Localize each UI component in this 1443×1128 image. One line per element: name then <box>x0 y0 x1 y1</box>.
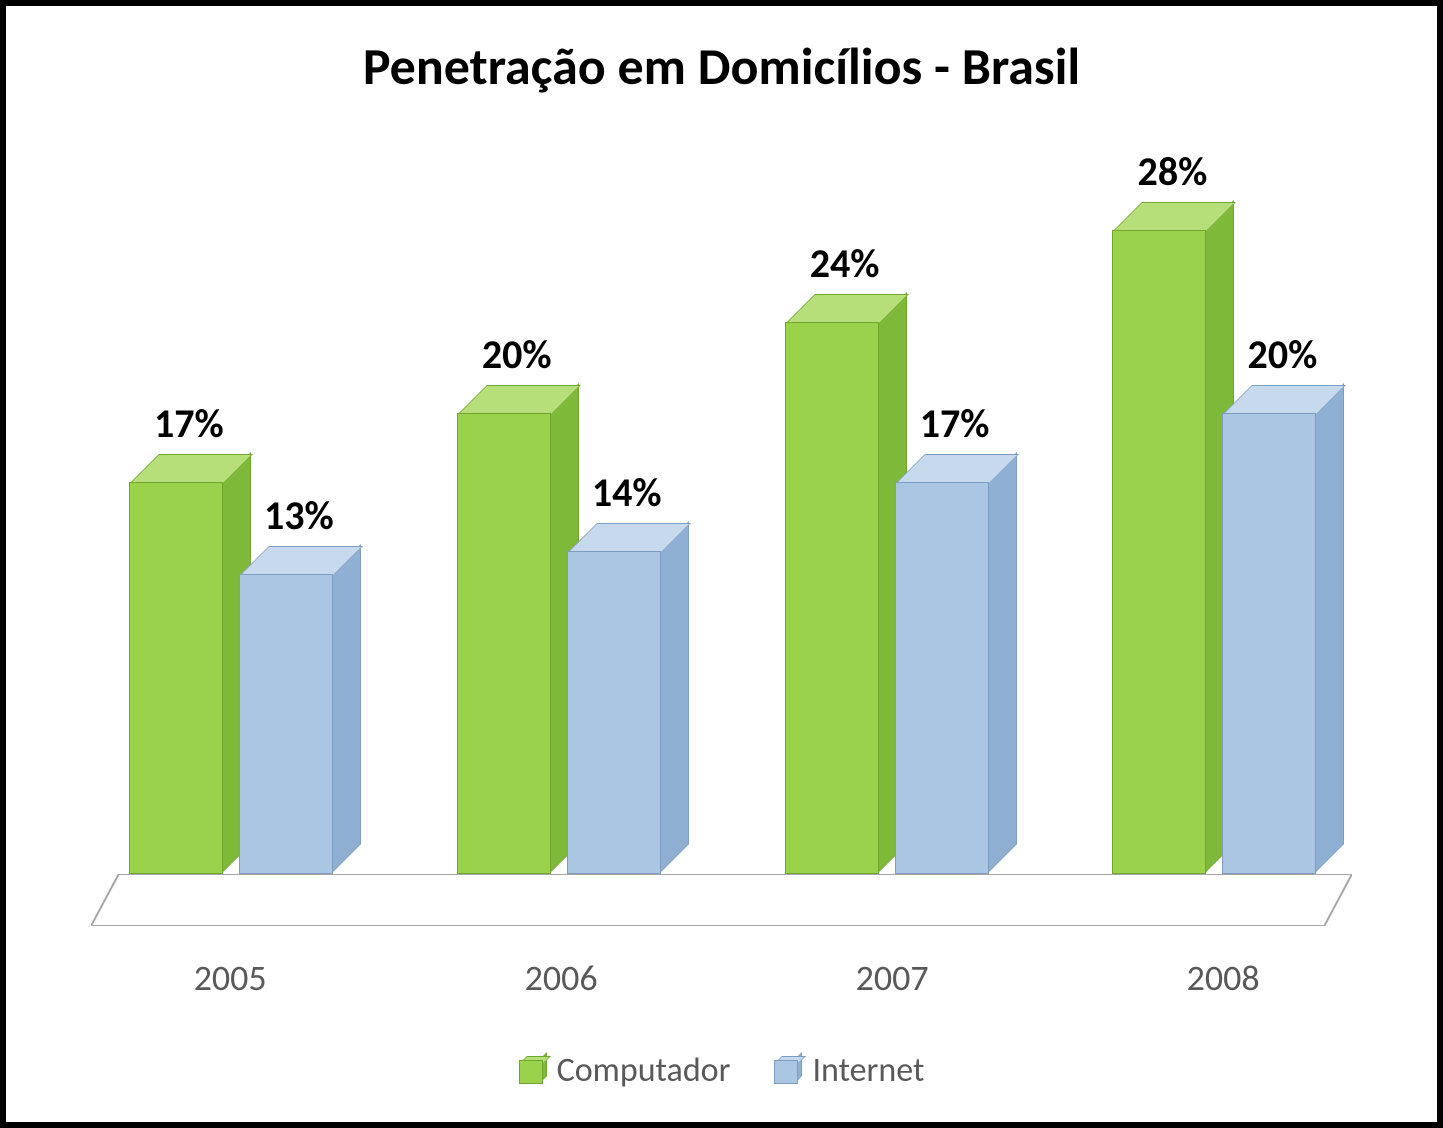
value-label: 28% <box>1092 147 1252 196</box>
x-tick-label: 2005 <box>130 956 330 1000</box>
value-label: 20% <box>437 330 597 379</box>
bar-side-face <box>987 452 1017 874</box>
plot-area: 17%13%20%14%24%17%28%20% <box>91 186 1352 926</box>
value-label: 17% <box>109 399 269 448</box>
bar-side-face <box>1314 383 1344 874</box>
value-label: 24% <box>765 239 925 288</box>
legend-label: Internet <box>812 1050 924 1091</box>
bar-side-face <box>331 544 361 874</box>
bar-front-face <box>1112 230 1206 874</box>
bar-front-face <box>567 551 661 874</box>
bar-front-face <box>895 482 989 874</box>
bar-side-face <box>659 521 689 874</box>
x-tick-label: 2006 <box>461 956 661 1000</box>
bar-computador <box>1112 204 1232 874</box>
x-axis: 2005 2006 2007 2008 <box>91 946 1352 1026</box>
value-label: 14% <box>547 468 707 517</box>
bar-internet <box>567 525 687 874</box>
value-label: 20% <box>1202 330 1362 379</box>
bar-internet <box>1222 387 1342 874</box>
legend: Computador Internet <box>6 1050 1437 1095</box>
bar-computador <box>457 387 577 874</box>
bar-group: 17%13% <box>129 186 357 874</box>
value-label: 13% <box>219 491 379 540</box>
bar-front-face <box>239 574 333 874</box>
chart-frame: Penetração em Domicílios - Brasil 17%13%… <box>0 0 1443 1128</box>
chart-floor <box>91 874 1352 926</box>
x-tick-label: 2007 <box>792 956 992 1000</box>
x-tick-label: 2008 <box>1123 956 1323 1000</box>
bar-front-face <box>129 482 223 874</box>
bar-group: 20%14% <box>457 186 685 874</box>
legend-item: Internet <box>774 1050 924 1091</box>
bar-front-face <box>457 413 551 874</box>
legend-item: Computador <box>519 1050 731 1091</box>
bar-front-face <box>1222 413 1316 874</box>
bar-group: 28%20% <box>1112 186 1340 874</box>
bar-group: 24%17% <box>785 186 1013 874</box>
bar-front-face <box>785 322 879 874</box>
floor-svg <box>91 874 1352 926</box>
bar-internet <box>239 548 359 874</box>
bar-internet <box>895 456 1015 874</box>
legend-swatch <box>519 1056 547 1084</box>
value-label: 17% <box>875 399 1035 448</box>
legend-label: Computador <box>557 1050 731 1091</box>
chart-title: Penetração em Domicílios - Brasil <box>6 34 1437 98</box>
bar-computador <box>785 296 905 874</box>
legend-swatch <box>774 1056 802 1084</box>
